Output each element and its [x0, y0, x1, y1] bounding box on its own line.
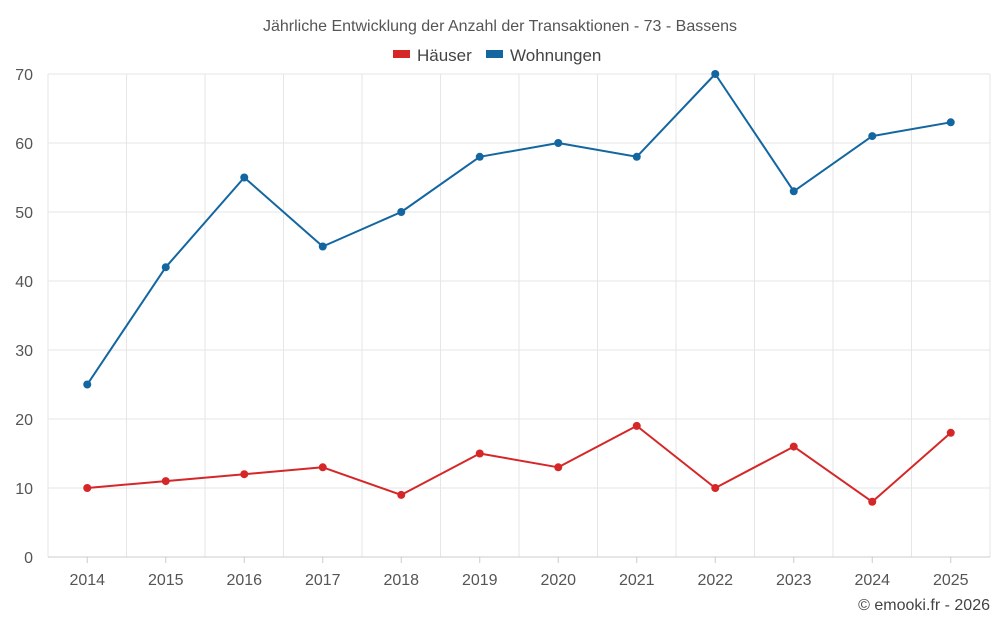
- x-tick-label-2016: 2016: [226, 572, 262, 589]
- x-tick-label-2017: 2017: [305, 572, 341, 589]
- legend-label-wohnungen[interactable]: Wohnungen: [510, 46, 601, 65]
- point-haeuser-2021[interactable]: [632, 421, 641, 430]
- point-haeuser-2022[interactable]: [711, 484, 720, 492]
- y-tick-label-70: 70: [15, 67, 33, 84]
- point-haeuser-2014[interactable]: [83, 484, 92, 492]
- series-wohnungen: [83, 70, 955, 389]
- series-line-wohnungen: [86, 73, 951, 386]
- point-wohnungen-2022[interactable]: [711, 70, 720, 78]
- point-wohnungen-2023[interactable]: [789, 187, 798, 196]
- point-wohnungen-2024[interactable]: [868, 132, 877, 141]
- grid: [47, 73, 991, 557]
- point-wohnungen-2021[interactable]: [632, 152, 641, 161]
- x-tick-label-2015: 2015: [148, 572, 184, 589]
- point-wohnungen-2018[interactable]: [397, 208, 406, 216]
- point-wohnungen-2019[interactable]: [475, 152, 484, 161]
- series-line-haeuser: [87, 424, 952, 503]
- x-tick-label-2025: 2025: [933, 572, 969, 589]
- point-haeuser-2023[interactable]: [789, 442, 798, 451]
- x-tick-label-2024: 2024: [854, 572, 890, 589]
- y-tick-label-10: 10: [15, 481, 33, 498]
- x-tick-label-2020: 2020: [540, 572, 576, 589]
- credit-text: © emooki.fr - 2026: [858, 597, 990, 614]
- point-wohnungen-2016[interactable]: [240, 173, 249, 182]
- point-haeuser-2018[interactable]: [397, 490, 406, 499]
- point-haeuser-2020[interactable]: [554, 463, 563, 472]
- axes: 0 10 20 30 40 50 60 70 2014 2015 2016 2017 2018 2019 2…: [15, 67, 990, 589]
- legend-swatch-haeuser: [393, 50, 410, 58]
- x-tick-label-2021: 2021: [619, 572, 655, 589]
- point-haeuser-2024[interactable]: [868, 497, 877, 506]
- point-haeuser-2025[interactable]: [946, 428, 955, 437]
- legend-label-haeuser[interactable]: Häuser: [417, 46, 472, 65]
- point-haeuser-2016[interactable]: [240, 470, 249, 479]
- point-wohnungen-2017[interactable]: [318, 242, 327, 251]
- chart-title: Jährliche Entwicklung der Anzahl der Tra…: [263, 18, 737, 35]
- point-wohnungen-2015[interactable]: [161, 263, 170, 272]
- y-tick-label-60: 60: [15, 136, 33, 153]
- y-tick-label-50: 50: [15, 205, 33, 222]
- point-haeuser-2017[interactable]: [318, 463, 327, 472]
- y-tick-label-40: 40: [15, 274, 33, 291]
- x-tick-label-2014: 2014: [69, 572, 105, 589]
- x-tick-label-2019: 2019: [462, 572, 498, 589]
- y-tick-label-0: 0: [24, 550, 33, 567]
- series: [83, 70, 955, 506]
- x-tick-label-2018: 2018: [383, 572, 419, 589]
- point-haeuser-2019[interactable]: [475, 449, 484, 458]
- y-tick-label-20: 20: [15, 412, 33, 429]
- point-wohnungen-2025[interactable]: [946, 118, 955, 127]
- x-tick-label-2023: 2023: [776, 572, 812, 589]
- point-haeuser-2015[interactable]: [161, 477, 170, 486]
- point-wohnungen-2014[interactable]: [83, 380, 92, 389]
- legend: Häuser Wohnungen: [393, 46, 601, 65]
- y-tick-label-30: 30: [15, 343, 33, 360]
- legend-swatch-wohnungen: [486, 50, 503, 58]
- series-haeuser: [83, 421, 955, 506]
- x-tick-label-2022: 2022: [697, 572, 733, 589]
- point-wohnungen-2020[interactable]: [554, 139, 563, 147]
